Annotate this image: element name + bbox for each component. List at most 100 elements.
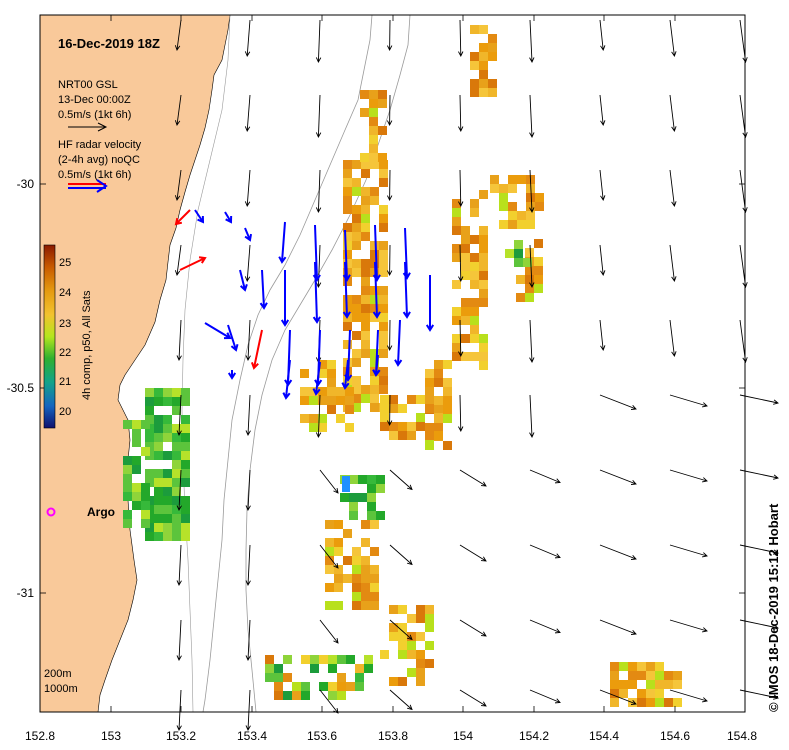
sst-pixel — [434, 423, 443, 432]
model-current-arrow — [599, 394, 637, 410]
model-current-arrow — [386, 94, 393, 126]
sst-pixel — [349, 502, 358, 511]
sst-pixel — [425, 369, 434, 378]
sst-pixel — [505, 249, 514, 258]
sst-pixel — [378, 126, 387, 135]
model-current-arrow — [529, 19, 535, 63]
sst-pixel — [181, 415, 190, 424]
sst-pixel — [416, 659, 425, 668]
radar-velocity-arrow — [282, 359, 291, 400]
sst-pixel — [425, 431, 434, 440]
sst-pixel — [379, 268, 388, 277]
sst-pixel — [132, 492, 141, 501]
sst-pixel — [361, 187, 370, 196]
sst-pixel — [361, 223, 370, 232]
sst-pixel — [461, 271, 470, 280]
radar-velocity-arrow — [312, 261, 321, 324]
depth-label-200m: 200m — [44, 668, 72, 680]
model-current-arrow — [174, 169, 182, 201]
sst-pixel — [349, 493, 358, 502]
sst-pixel — [407, 431, 416, 440]
model-current-arrow — [529, 619, 561, 634]
sst-pixel — [416, 677, 425, 686]
radar-velocity-arrow — [244, 227, 253, 242]
x-tick-label: 153.6 — [307, 729, 337, 743]
x-tick-label: 154 — [453, 729, 473, 743]
sst-pixel — [132, 429, 141, 438]
sst-pixel — [434, 360, 443, 369]
sst-pixel — [352, 394, 361, 403]
sst-pixel — [452, 307, 461, 316]
sst-pixel — [407, 422, 416, 431]
sst-pixel — [461, 334, 470, 343]
sst-pixel — [318, 360, 327, 369]
sst-pixel — [163, 532, 172, 541]
sst-pixel — [141, 501, 150, 510]
model-current-arrow — [245, 319, 251, 361]
sst-pixel — [334, 538, 343, 547]
sst-pixel — [334, 601, 343, 610]
model-current-arrow — [389, 544, 413, 566]
sst-pixel — [525, 248, 534, 257]
sst-pixel — [470, 79, 479, 88]
model-current-arrow — [176, 689, 182, 731]
radar-velocity-arrow — [194, 209, 205, 224]
sst-pixel — [367, 493, 376, 502]
sst-pixel — [534, 257, 543, 266]
sst-pixel — [145, 469, 154, 478]
sst-pixel — [443, 378, 452, 387]
sst-pixel — [646, 689, 655, 698]
sst-pixel — [470, 208, 479, 217]
sst-pixel — [628, 671, 637, 680]
sst-pixel — [361, 286, 370, 295]
sst-pixel — [379, 340, 388, 349]
sst-pixel — [434, 413, 443, 422]
model-current-arrow — [386, 19, 393, 51]
sst-pixel — [172, 523, 181, 532]
land-mass — [39, 14, 231, 713]
sst-pixel — [379, 295, 388, 304]
sst-pixel — [352, 556, 361, 565]
sst-pixel — [343, 241, 352, 250]
sst-pixel — [145, 433, 154, 442]
sst-pixel — [664, 680, 673, 689]
sst-pixel — [461, 316, 470, 325]
sst-pixel — [534, 239, 543, 248]
sst-pixel — [525, 266, 534, 275]
sst-pixel — [343, 322, 352, 331]
map-title: 16-Dec-2019 18Z — [58, 36, 160, 51]
sst-pixel — [154, 478, 163, 487]
sst-pixel — [452, 334, 461, 343]
sst-pixel — [283, 655, 292, 664]
sst-pixel — [172, 451, 181, 460]
sst-pixel — [499, 184, 508, 193]
sst-pixel — [370, 304, 379, 313]
sst-pixel — [517, 175, 526, 184]
model-current-arrow — [739, 394, 779, 405]
x-tick-label: 153 — [101, 729, 121, 743]
sst-pixel — [369, 153, 378, 162]
model-current-arrow — [245, 619, 251, 661]
model-current-arrow — [669, 619, 708, 633]
sst-pixel — [443, 405, 452, 414]
sst-pixel — [123, 519, 132, 528]
sst-pixel — [172, 424, 181, 433]
sst-pixel — [479, 280, 488, 289]
sst-pixel — [443, 396, 452, 405]
sst-pixel — [336, 414, 345, 423]
sst-pixel — [389, 404, 398, 413]
model-current-arrow — [458, 19, 464, 57]
sst-pixel — [343, 250, 352, 259]
sst-pixel — [479, 244, 488, 253]
sst-pixel — [655, 671, 664, 680]
sst-pixel — [328, 664, 337, 673]
sst-pixel — [370, 196, 379, 205]
sst-pixel — [610, 680, 619, 689]
sst-pixel — [479, 88, 488, 97]
radar-velocity-arrow — [239, 269, 248, 292]
sst-pixel — [370, 160, 379, 169]
sst-pixel — [508, 211, 517, 220]
sst-pixel — [309, 423, 318, 432]
sst-pixel — [145, 406, 154, 415]
